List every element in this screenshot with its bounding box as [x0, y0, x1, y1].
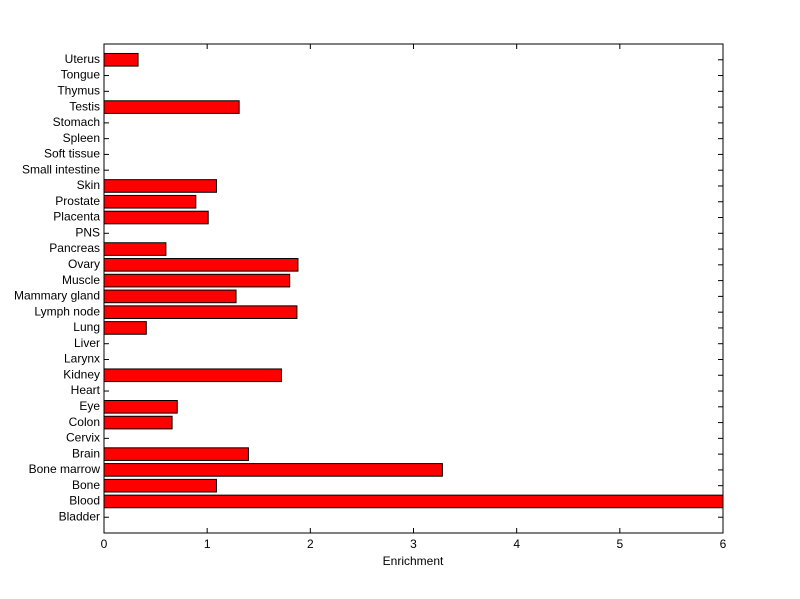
bar	[103, 52, 139, 67]
y-tick-label: Kidney	[63, 367, 100, 381]
y-tick-label: Thymus	[57, 83, 100, 97]
x-tick-label: 6	[720, 537, 727, 551]
bar	[103, 368, 282, 383]
y-tick-label: Skin	[77, 178, 100, 192]
y-tick-label: Ovary	[68, 257, 100, 271]
bar	[103, 179, 217, 193]
x-axis-label: Enrichment	[383, 554, 444, 568]
y-tick-label: PNS	[75, 225, 100, 239]
bar	[103, 100, 240, 114]
x-tick-label: 0	[101, 537, 108, 551]
bar	[103, 305, 298, 319]
y-tick-label: Bladder	[59, 509, 100, 523]
x-tick-label: 2	[307, 537, 314, 551]
y-tick-label: Cervix	[66, 431, 100, 445]
y-tick-label: Spleen	[63, 131, 100, 145]
y-tick-label: Lung	[73, 320, 100, 334]
y-tick-label: Colon	[69, 415, 100, 429]
y-tick-label: Bone marrow	[29, 462, 101, 476]
y-tick-label: Tongue	[61, 68, 101, 82]
y-tick-label: Testis	[69, 99, 100, 113]
bar	[103, 258, 299, 272]
bar	[103, 447, 249, 461]
bar	[103, 289, 237, 304]
y-tick-label: Stomach	[53, 115, 100, 129]
y-tick-label: Pancreas	[49, 241, 100, 255]
y-tick-label: Mammary gland	[14, 289, 100, 303]
y-tick-label: Placenta	[53, 210, 100, 224]
y-tick-label: Blood	[69, 494, 100, 508]
x-tick-label: 3	[410, 537, 417, 551]
bar	[103, 415, 173, 430]
y-tick-label: Soft tissue	[44, 147, 100, 161]
y-tick-label: Small intestine	[22, 162, 100, 176]
bar	[103, 321, 147, 335]
bar	[103, 273, 291, 288]
x-tick-label: 5	[616, 537, 623, 551]
x-tick-label: 4	[513, 537, 520, 551]
y-tick-label: Heart	[71, 383, 101, 397]
y-tick-label: Eye	[79, 399, 100, 413]
bar	[103, 210, 209, 225]
y-tick-label: Lymph node	[34, 304, 100, 318]
y-tick-label: Bone	[72, 478, 100, 492]
y-tick-label: Muscle	[62, 273, 100, 287]
y-tick-label: Uterus	[65, 52, 100, 66]
bar	[103, 194, 197, 209]
x-tick-label: 1	[204, 537, 211, 551]
bar	[103, 478, 217, 493]
y-tick-label: Brain	[72, 446, 100, 460]
bar	[103, 463, 443, 477]
y-tick-label: Larynx	[64, 352, 100, 366]
y-tick-label: Prostate	[55, 194, 100, 208]
bar	[103, 242, 167, 256]
bar	[103, 399, 178, 414]
bar	[103, 494, 724, 509]
y-tick-label: Liver	[74, 336, 100, 350]
